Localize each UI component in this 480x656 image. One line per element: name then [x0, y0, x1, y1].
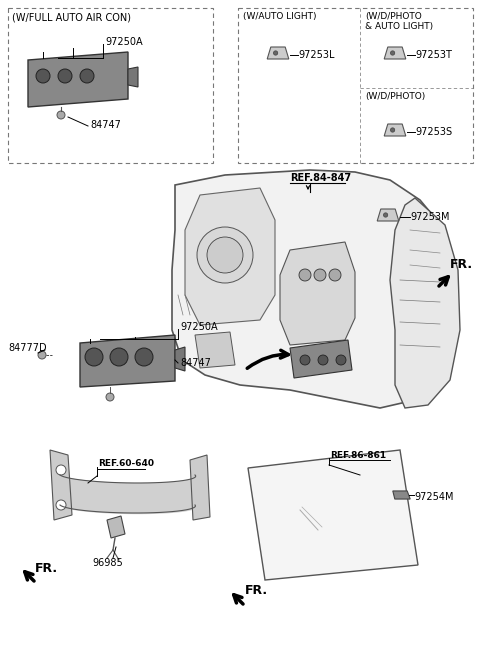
Circle shape: [135, 348, 153, 366]
Text: (W/FULL AUTO AIR CON): (W/FULL AUTO AIR CON): [12, 12, 131, 22]
Polygon shape: [384, 47, 406, 59]
Text: 97250A: 97250A: [105, 37, 143, 47]
Text: (W/D/PHOTO): (W/D/PHOTO): [365, 92, 425, 101]
Text: 84777D: 84777D: [8, 343, 47, 353]
Text: 97254M: 97254M: [414, 492, 454, 502]
Text: (W/AUTO LIGHT): (W/AUTO LIGHT): [243, 12, 316, 21]
Text: FR.: FR.: [245, 583, 268, 596]
Circle shape: [110, 348, 128, 366]
Circle shape: [80, 69, 94, 83]
Circle shape: [300, 355, 310, 365]
Circle shape: [318, 355, 328, 365]
Circle shape: [36, 69, 50, 83]
Circle shape: [384, 213, 388, 217]
Text: FR.: FR.: [35, 562, 58, 575]
Polygon shape: [80, 335, 175, 387]
Polygon shape: [384, 124, 406, 136]
Circle shape: [314, 269, 326, 281]
Polygon shape: [175, 347, 185, 371]
Circle shape: [57, 111, 65, 119]
Polygon shape: [377, 209, 399, 221]
Circle shape: [390, 51, 395, 55]
Text: 96985: 96985: [93, 558, 123, 568]
Circle shape: [58, 69, 72, 83]
Text: REF.86-861: REF.86-861: [330, 451, 386, 459]
Circle shape: [274, 51, 278, 55]
Circle shape: [329, 269, 341, 281]
Circle shape: [56, 465, 66, 475]
Text: 97250A: 97250A: [180, 322, 217, 332]
Circle shape: [390, 128, 395, 132]
Text: REF.84-847: REF.84-847: [290, 173, 351, 183]
Polygon shape: [290, 340, 352, 378]
Text: 84747: 84747: [180, 358, 211, 368]
Polygon shape: [190, 455, 210, 520]
Text: (W/D/PHOTO: (W/D/PHOTO: [365, 12, 422, 21]
Circle shape: [56, 500, 66, 510]
Text: 97253T: 97253T: [415, 50, 452, 60]
Polygon shape: [185, 188, 275, 325]
Text: 97253L: 97253L: [298, 50, 335, 60]
Polygon shape: [195, 332, 235, 368]
Polygon shape: [248, 450, 418, 580]
Text: 97253M: 97253M: [410, 212, 449, 222]
Polygon shape: [267, 47, 289, 59]
Polygon shape: [28, 52, 128, 107]
Text: FR.: FR.: [450, 258, 473, 272]
Circle shape: [85, 348, 103, 366]
Polygon shape: [390, 198, 460, 408]
Circle shape: [336, 355, 346, 365]
Polygon shape: [50, 450, 72, 520]
Polygon shape: [393, 491, 410, 499]
Text: REF.60-640: REF.60-640: [98, 459, 154, 468]
Polygon shape: [280, 242, 355, 345]
Text: 97253S: 97253S: [415, 127, 452, 137]
Circle shape: [197, 227, 253, 283]
Polygon shape: [172, 170, 455, 408]
Circle shape: [106, 393, 114, 401]
Polygon shape: [107, 516, 125, 538]
Text: 84747: 84747: [90, 120, 121, 130]
Text: & AUTO LIGHT): & AUTO LIGHT): [365, 22, 433, 31]
Circle shape: [299, 269, 311, 281]
Circle shape: [207, 237, 243, 273]
Polygon shape: [128, 67, 138, 87]
Circle shape: [38, 351, 46, 359]
